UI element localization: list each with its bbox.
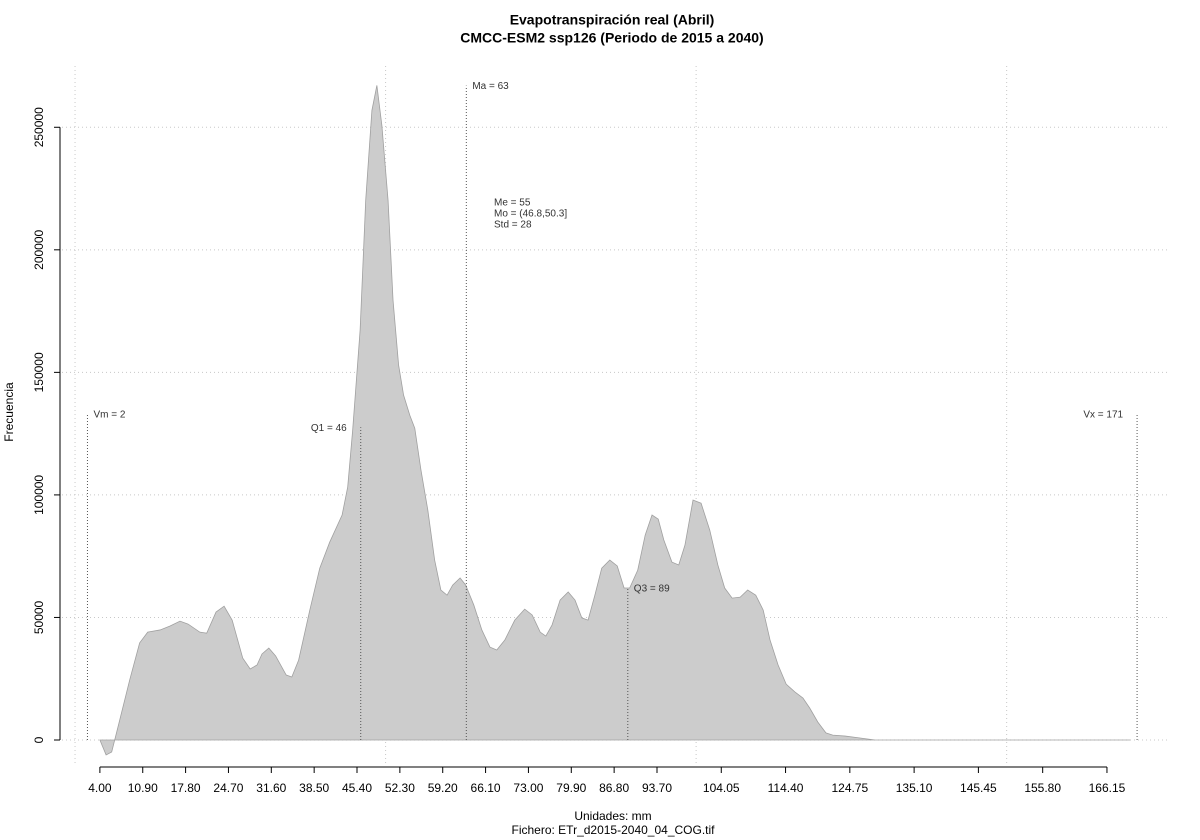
x-tick-label: 145.45 — [960, 781, 997, 795]
x-tick-label: 124.75 — [831, 781, 868, 795]
x-axis-label: Unidades: mm — [574, 809, 651, 823]
x-tick-label: 93.70 — [642, 781, 672, 795]
x-tick-label: 31.60 — [256, 781, 286, 795]
y-tick-label: 250000 — [32, 107, 46, 147]
y-tick-label: 100000 — [32, 475, 46, 515]
stats-text: Mo = (46.8,50.3] — [494, 209, 567, 220]
chart-title: Evapotranspiración real (Abril) — [510, 12, 715, 28]
x-tick-label: 135.10 — [896, 781, 933, 795]
y-tick-label: 0 — [32, 736, 46, 743]
y-tick-label: 50000 — [32, 600, 46, 634]
x-tick-label: 104.05 — [703, 781, 740, 795]
stats-text: Me = 55 — [494, 198, 531, 209]
x-tick-label: 114.40 — [768, 781, 804, 795]
x-tick-label: 4.00 — [88, 781, 112, 795]
chart-subtitle: CMCC-ESM2 ssp126 (Periodo de 2015 a 2040… — [460, 30, 763, 46]
y-tick-label: 150000 — [32, 352, 46, 392]
x-tick-label: 66.10 — [471, 781, 501, 795]
x-tick-label: 155.80 — [1024, 781, 1061, 795]
x-tick-label: 166.15 — [1089, 781, 1126, 795]
annotation-label: Vx = 171 — [1083, 410, 1123, 421]
x-tick-label: 73.00 — [513, 781, 543, 795]
annotation-label: Q1 = 46 — [311, 423, 347, 434]
x-tick-label: 10.90 — [128, 781, 158, 795]
x-tick-label: 38.50 — [299, 781, 329, 795]
x-tick-label: 86.80 — [599, 781, 629, 795]
density-area — [99, 85, 1131, 756]
annotation-label: Vm = 2 — [93, 410, 125, 421]
stats-text: Std = 28 — [494, 220, 532, 231]
x-tick-label: 17.80 — [171, 781, 201, 795]
y-axis-label: Frecuencia — [2, 382, 16, 442]
x-tick-label: 45.40 — [342, 781, 372, 795]
caption: Fichero: ETr_d2015-2040_04_COG.tif — [512, 823, 716, 837]
annotation-label: Ma = 63 — [472, 81, 509, 92]
y-tick-label: 200000 — [32, 229, 46, 269]
x-tick-label: 79.90 — [556, 781, 586, 795]
x-tick-label: 52.30 — [385, 781, 415, 795]
annotation-label: Q3 = 89 — [634, 584, 670, 595]
x-tick-label: 59.20 — [428, 781, 458, 795]
x-tick-label: 24.70 — [213, 781, 243, 795]
